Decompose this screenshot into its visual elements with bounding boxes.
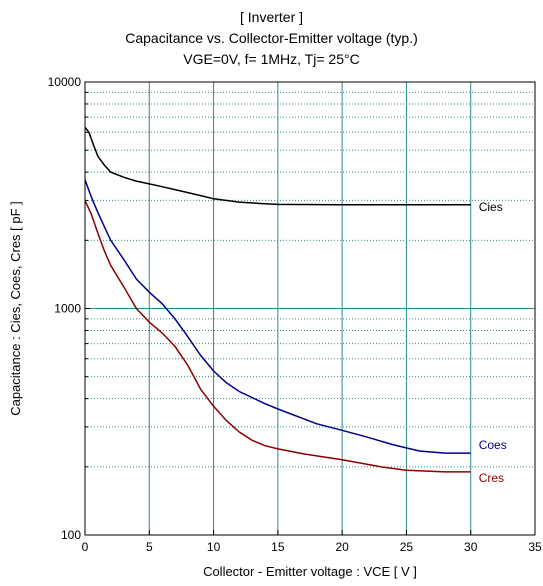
chart-subtitle: Capacitance vs. Collector-Emitter voltag… — [125, 30, 418, 46]
series-line-coes — [84, 179, 471, 454]
label-layer: Cies Coes Cres — [479, 200, 507, 485]
y-axis-title: Capacitance : Cies, Coes, Cres [ pF ] — [8, 201, 23, 416]
series-label-cres: Cres — [479, 471, 504, 485]
x-tick-label: 15 — [271, 540, 285, 554]
chart-title: [ Inverter ] — [239, 9, 304, 25]
y-tick-label: 100 — [61, 528, 81, 542]
tick-layer: 0 5 10 15 20 25 30 35 100 1000 10000 — [48, 75, 542, 554]
y-tick-label: 10000 — [48, 75, 82, 89]
y-tick-label: 1000 — [54, 302, 81, 316]
x-tick-label: 25 — [400, 540, 414, 554]
x-tick-label: 10 — [207, 540, 221, 554]
series-line-cres — [84, 200, 471, 473]
chart-conditions: VGE=0V, f= 1MHz, Tj= 25°C — [183, 51, 360, 67]
series-layer — [84, 126, 471, 473]
grid-layer — [85, 82, 535, 535]
x-tick-label: 30 — [464, 540, 478, 554]
x-tick-label: 20 — [335, 540, 349, 554]
x-tick-label: 35 — [528, 540, 542, 554]
series-label-coes: Coes — [479, 438, 507, 452]
series-label-cies: Cies — [479, 200, 503, 214]
series-line-cies — [84, 126, 471, 206]
x-axis-title: Collector - Emitter voltage : VCE [ V ] — [203, 564, 417, 579]
x-tick-label: 5 — [146, 540, 153, 554]
x-tick-label: 0 — [82, 540, 89, 554]
